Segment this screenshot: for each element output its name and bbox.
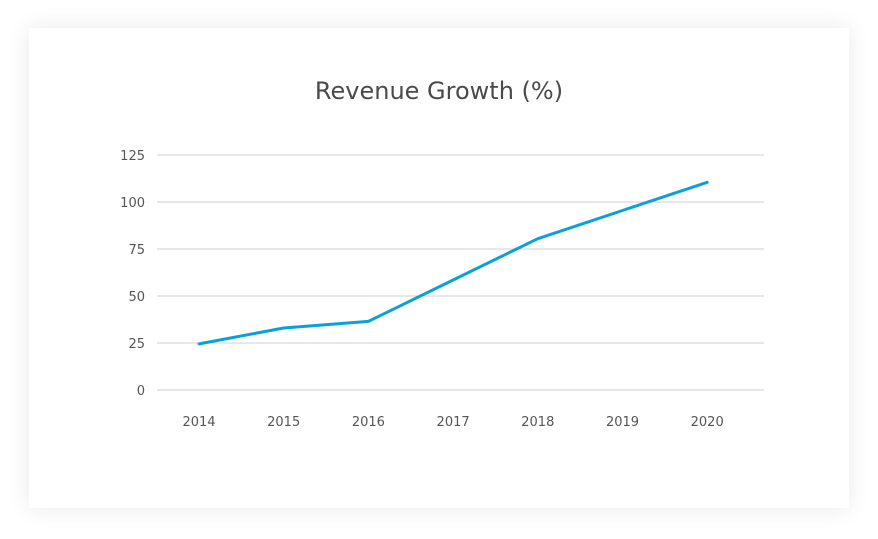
series-line-0 [197, 180, 709, 346]
chart-title: Revenue Growth (%) [315, 77, 563, 105]
x-tick-label: 2017 [437, 415, 470, 430]
chart-card [29, 28, 849, 508]
x-tick-label: 2014 [182, 415, 215, 430]
x-axis-tick-labels: 2014 2015 2016 2017 2018 2019 2020 [182, 415, 723, 430]
y-axis-tick-labels: 0 25 50 75 100 125 [120, 149, 145, 399]
grid-lines [157, 154, 764, 391]
x-tick-label: 2015 [267, 415, 300, 430]
y-tick-label: 50 [128, 290, 145, 305]
x-tick-label: 2020 [691, 415, 724, 430]
x-tick-label: 2019 [606, 415, 639, 430]
series-lines [197, 180, 709, 346]
y-tick-label: 0 [137, 384, 145, 399]
x-tick-label: 2018 [521, 415, 554, 430]
y-tick-label: 25 [128, 337, 145, 352]
y-tick-label: 100 [120, 196, 145, 211]
y-tick-label: 75 [128, 243, 145, 258]
y-tick-label: 125 [120, 149, 145, 164]
x-tick-label: 2016 [352, 415, 385, 430]
